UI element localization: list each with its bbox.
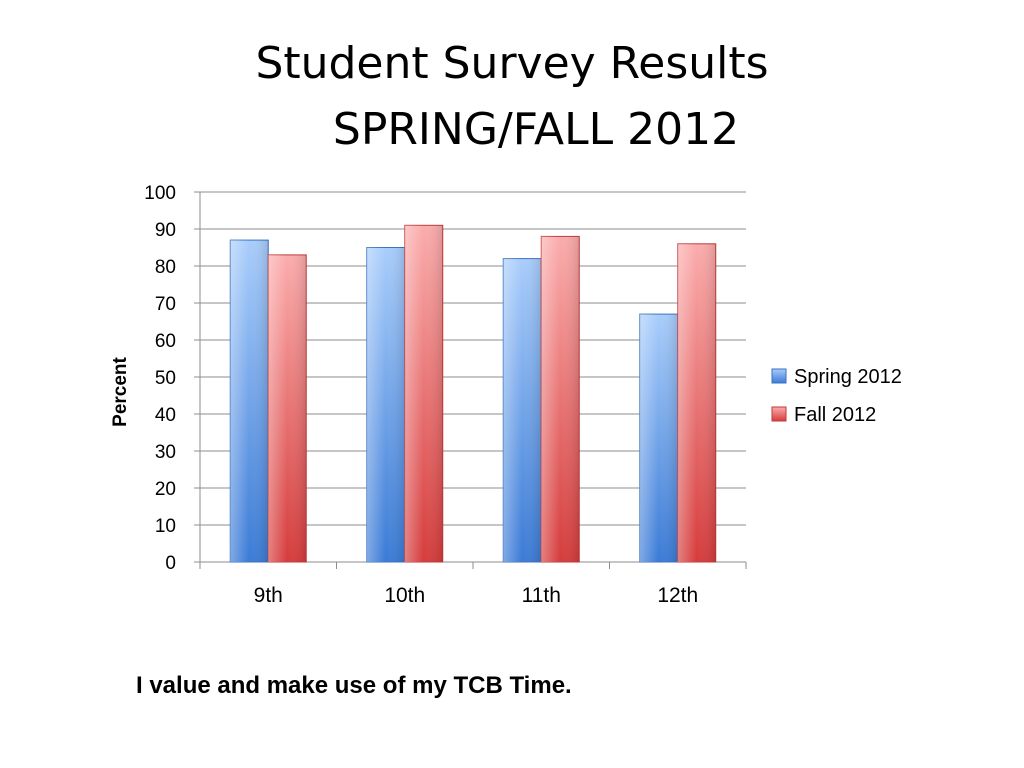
y-tick-label: 100: [144, 183, 176, 204]
y-axis-label: Percent: [110, 356, 131, 426]
survey-statement: I value and make use of my TCB Time.: [136, 672, 572, 699]
tick-labels: 0 10 20 30 40 50 60 70 80 90 100 9th 10th 11th 12th: [144, 183, 698, 607]
legend-label: Fall 2012: [794, 404, 876, 426]
bar-highlight: [677, 243, 716, 563]
y-tick-label: 0: [165, 553, 176, 574]
bar-highlight: [503, 258, 542, 562]
legend: Spring 2012 Fall 2012: [771, 366, 902, 426]
bar-highlight: [639, 314, 678, 562]
x-tick-label: 12th: [657, 584, 698, 607]
bar-highlight: [366, 247, 405, 562]
bar-highlight: [541, 236, 580, 562]
y-tick-label: 20: [155, 479, 176, 500]
y-tick-label: 50: [155, 368, 176, 389]
x-tick-label: 9th: [254, 584, 283, 607]
legend-swatch: [771, 368, 787, 384]
legend-swatch: [771, 406, 787, 422]
x-tick-label: 11th: [522, 584, 561, 607]
y-tick-label: 80: [155, 257, 176, 278]
slide-title-line-2: SPRING/FALL 2012: [332, 104, 740, 155]
bars: [229, 224, 717, 563]
y-tick-label: 30: [155, 442, 176, 463]
y-tick-label: 90: [155, 220, 176, 241]
legend-label: Spring 2012: [794, 366, 902, 388]
bar-chart: 0 10 20 30 40 50 60 70 80 90 100 9th 10th 11th 12th Pe…: [110, 183, 902, 607]
y-tick-label: 70: [155, 294, 176, 315]
y-tick-label: 10: [155, 516, 176, 537]
y-tick-label: 60: [155, 331, 176, 352]
bar-highlight: [230, 240, 269, 562]
y-tick-label: 40: [155, 405, 176, 426]
slide-title-line-1: Student Survey Results: [255, 38, 769, 89]
x-tick-label: 10th: [384, 584, 425, 607]
bar-highlight: [268, 254, 307, 562]
bar-highlight: [404, 225, 443, 563]
